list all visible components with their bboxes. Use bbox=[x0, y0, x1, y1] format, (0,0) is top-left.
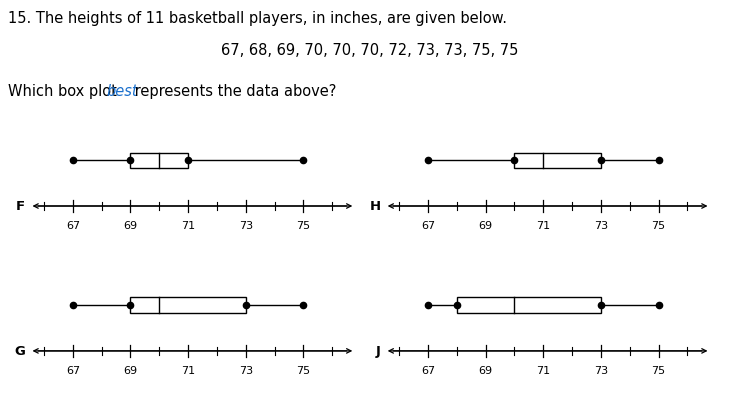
Text: 67: 67 bbox=[421, 366, 435, 375]
Text: 71: 71 bbox=[181, 221, 195, 231]
Text: Which box plot: Which box plot bbox=[8, 83, 121, 98]
Bar bbox=[130, 153, 188, 169]
Text: 69: 69 bbox=[479, 221, 493, 231]
Text: 73: 73 bbox=[593, 221, 608, 231]
Text: 71: 71 bbox=[536, 221, 551, 231]
Text: 67: 67 bbox=[66, 366, 80, 375]
Text: 15. The heights of 11 basketball players, in inches, are given below.: 15. The heights of 11 basketball players… bbox=[8, 11, 507, 26]
Text: 69: 69 bbox=[479, 366, 493, 375]
Text: 71: 71 bbox=[181, 366, 195, 375]
Text: 75: 75 bbox=[296, 221, 310, 231]
Text: G: G bbox=[14, 344, 25, 358]
Text: 73: 73 bbox=[238, 221, 253, 231]
Bar bbox=[457, 298, 601, 313]
Text: best: best bbox=[106, 83, 138, 98]
Text: 71: 71 bbox=[536, 366, 551, 375]
Bar bbox=[514, 153, 601, 169]
Text: 67, 68, 69, 70, 70, 70, 72, 73, 73, 75, 75: 67, 68, 69, 70, 70, 70, 72, 73, 73, 75, … bbox=[221, 43, 519, 58]
Text: 73: 73 bbox=[238, 366, 253, 375]
Text: 69: 69 bbox=[124, 366, 138, 375]
Text: F: F bbox=[16, 200, 25, 213]
Text: 69: 69 bbox=[124, 221, 138, 231]
Text: 73: 73 bbox=[593, 366, 608, 375]
Text: 67: 67 bbox=[66, 221, 80, 231]
Text: represents the data above?: represents the data above? bbox=[130, 83, 337, 98]
Text: H: H bbox=[369, 200, 380, 213]
Bar bbox=[130, 298, 246, 313]
Text: 75: 75 bbox=[651, 221, 665, 231]
Text: 75: 75 bbox=[296, 366, 310, 375]
Text: 75: 75 bbox=[651, 366, 665, 375]
Text: 67: 67 bbox=[421, 221, 435, 231]
Text: J: J bbox=[376, 344, 380, 358]
